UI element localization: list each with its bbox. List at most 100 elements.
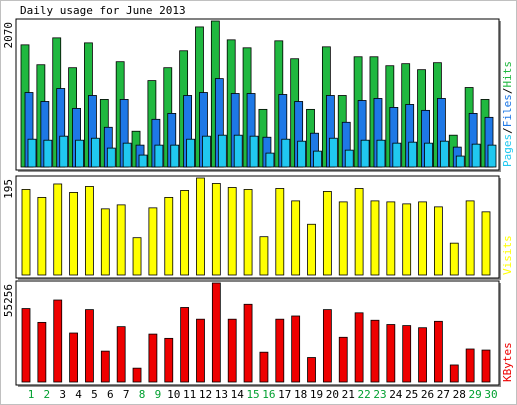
y-tick-label: 2070 [2, 22, 15, 49]
bar [148, 333, 158, 383]
bar [487, 144, 497, 168]
legend-separator: / [501, 127, 514, 134]
bar [370, 319, 380, 383]
x-tick-label: 8 [139, 388, 146, 401]
bar [202, 135, 211, 168]
bar [100, 208, 110, 276]
x-tick-label: 11 [183, 388, 196, 401]
bar [481, 349, 491, 383]
bar [402, 203, 412, 276]
x-tick-label: 19 [310, 388, 323, 401]
bar [21, 189, 31, 276]
bar [75, 139, 84, 168]
bar [196, 318, 205, 383]
bar [297, 140, 307, 168]
x-tick-label: 22 [357, 388, 370, 401]
bar [249, 135, 259, 168]
bar [344, 149, 354, 168]
x-tick-label: 5 [91, 388, 98, 401]
bar [100, 350, 110, 383]
bar [227, 318, 237, 383]
bar [328, 137, 338, 168]
bar [338, 336, 348, 383]
bar [322, 191, 332, 276]
legend: KBytes [501, 342, 514, 382]
y-tick-label: 195 [2, 179, 15, 199]
x-tick-label: 30 [484, 388, 497, 401]
bar [471, 143, 481, 168]
bar [370, 200, 380, 276]
bar [138, 154, 148, 168]
bar [376, 139, 386, 168]
bar [85, 309, 94, 383]
x-tick-label: 27 [437, 388, 450, 401]
x-tick-label: 16 [262, 388, 275, 401]
bar [116, 204, 126, 276]
legend: Pages/Files/Hits [501, 61, 514, 167]
bar [418, 201, 427, 276]
x-tick-label: 2 [44, 388, 51, 401]
bar [69, 332, 78, 383]
bar [313, 150, 322, 168]
legend-entry: Files [501, 94, 514, 127]
bar [386, 201, 396, 276]
bar [424, 142, 433, 168]
x-tick-label: 18 [294, 388, 307, 401]
x-tick-label: 12 [199, 388, 212, 401]
bar [465, 348, 475, 383]
bar [338, 201, 348, 276]
bar [180, 190, 190, 276]
bar [59, 135, 69, 168]
bar [21, 308, 31, 383]
bar [259, 351, 269, 383]
bar [291, 315, 301, 383]
bar [180, 307, 190, 383]
bar [307, 357, 316, 383]
bar [418, 327, 427, 383]
bar [259, 236, 269, 276]
y-tick-label: 55256 [2, 284, 15, 317]
bar [392, 142, 402, 168]
x-tick-label: 7 [123, 388, 130, 401]
x-tick-label: 9 [155, 388, 162, 401]
bar [132, 367, 142, 383]
x-tick-label: 15 [246, 388, 259, 401]
bar [243, 303, 253, 383]
bar [116, 326, 126, 383]
bar [449, 364, 459, 383]
legend-entry: Visits [501, 235, 514, 275]
bar [37, 196, 47, 276]
bar [281, 138, 291, 168]
bar [122, 142, 132, 168]
bar [148, 207, 158, 276]
bar [322, 309, 332, 383]
bar [164, 196, 174, 276]
bar [85, 186, 94, 276]
bar [275, 318, 285, 383]
bar [275, 188, 285, 276]
bar [43, 139, 53, 168]
bar [53, 183, 63, 276]
bar [233, 134, 243, 168]
bar [132, 237, 142, 276]
bar [434, 320, 443, 383]
bar [164, 337, 174, 383]
bar [481, 211, 491, 276]
x-tick-label: 24 [389, 388, 403, 401]
bar [196, 177, 205, 276]
bar [455, 155, 465, 168]
x-tick-label: 4 [75, 388, 82, 401]
bar [354, 188, 364, 276]
x-tick-label: 1 [28, 388, 35, 401]
bar [27, 138, 37, 168]
bar [408, 141, 418, 168]
bar [91, 137, 100, 168]
bar [211, 282, 221, 383]
legend-separator: / [501, 88, 514, 95]
bar [465, 200, 475, 276]
x-tick-label: 14 [231, 388, 245, 401]
x-tick-label: 21 [342, 388, 355, 401]
x-tick-label: 28 [453, 388, 466, 401]
legend-entry: Pages [501, 134, 514, 167]
bar [69, 192, 78, 276]
